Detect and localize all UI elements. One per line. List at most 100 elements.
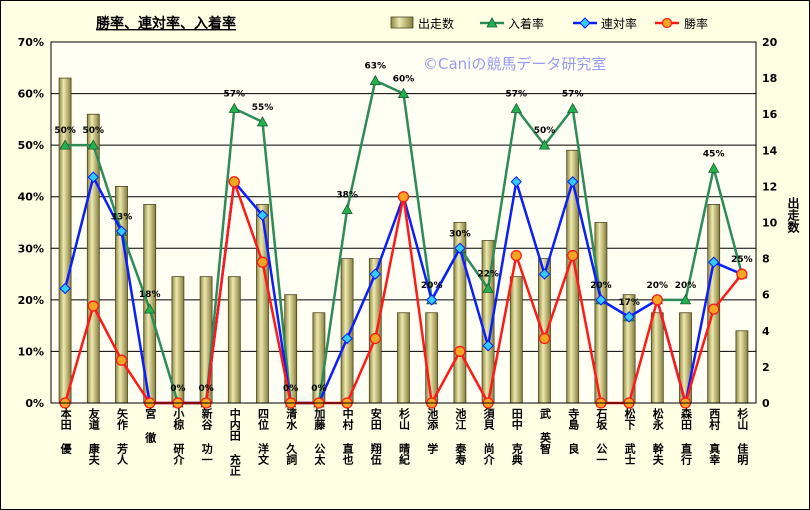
data-point-circle [369, 332, 381, 345]
data-point-triangle [482, 282, 494, 293]
y2-tick-label: 20 [762, 36, 778, 49]
data-label: 18% [139, 290, 161, 300]
data-label: 20% [647, 281, 669, 291]
x-tick-label: 中村 直也 [341, 408, 355, 465]
x-tick-label: 安田 翔伍 [369, 408, 383, 465]
legend-marker-diamond [579, 17, 591, 29]
x-tick-label: 友道 康夫 [87, 408, 101, 465]
x-tick-label: 新谷 功一 [200, 408, 214, 465]
y-tick-label: 20% [18, 294, 44, 307]
y2-tick-label: 12 [762, 180, 777, 193]
x-tick-label: 森田 直行 [679, 408, 693, 465]
data-point-triangle [341, 203, 353, 215]
data-point-triangle [256, 116, 269, 127]
data-point-diamond [595, 294, 607, 306]
x-tick-label: 武 英智 [538, 408, 552, 454]
y-tick-label: 30% [18, 242, 44, 255]
data-point-diamond [369, 268, 382, 280]
data-point-diamond [566, 176, 579, 188]
data-point-diamond [510, 176, 523, 188]
data-point-diamond [115, 225, 128, 237]
y2-tick-label: 10 [762, 217, 778, 230]
data-label: 38% [336, 191, 358, 201]
chart-title: 勝率、連対率、入着率 [96, 15, 236, 32]
x-tick-label: 松永 幹夫 [651, 408, 665, 465]
data-point-circle [510, 249, 522, 262]
x-tick-label: 松下 武士 [623, 408, 637, 465]
data-label: 57% [224, 90, 246, 100]
plot-group: 0% 10% 20% 30% 40% 50% 60% 70% 0 2 4 6 8 10 12 14 16 18 20… [18, 36, 778, 410]
data-point-circle [454, 345, 466, 358]
legend-marker-circle [661, 17, 673, 29]
data-point-triangle [708, 162, 720, 173]
data-point-circle [708, 303, 720, 315]
data-point-circle [538, 332, 551, 345]
x-tick-label: 石坂 公一 [594, 408, 608, 465]
data-point-circle [651, 294, 663, 306]
y2-tick-label: 2 [762, 361, 770, 374]
x-tick-label: 杉山 晴紀 [397, 408, 411, 465]
y-tick-label: 50% [18, 139, 44, 152]
legend-marker-triangle [486, 17, 498, 28]
data-point-diamond [341, 332, 353, 345]
data-point-triangle [510, 102, 522, 113]
x-tick-label: 小椋 研介 [171, 408, 185, 465]
bar [650, 312, 664, 404]
y2-tick-label: 8 [762, 253, 770, 266]
data-point-diamond [425, 294, 438, 306]
x-tick-label: 本田 優 [59, 408, 73, 454]
y-tick-label: 60% [18, 88, 44, 101]
x-tick-label: 田中 克典 [510, 408, 524, 465]
data-point-triangle [538, 139, 551, 150]
legend-swatch-runs [390, 16, 414, 29]
x-tick-label: 矢作 芳人 [115, 408, 129, 465]
x-tick-label: 中内田 充正 [228, 408, 242, 476]
data-label: 25% [731, 255, 753, 265]
data-point-diamond [256, 209, 269, 221]
data-point-circle [115, 354, 128, 366]
data-label: 45% [703, 149, 725, 159]
data-point-triangle [397, 87, 410, 98]
data-point-triangle [228, 102, 240, 113]
data-point-circle [228, 176, 240, 188]
data-point-triangle [59, 139, 71, 150]
data-label: 22% [477, 270, 499, 280]
data-point-diamond [623, 311, 635, 323]
data-point-diamond [707, 256, 720, 268]
bar [227, 276, 241, 404]
data-point-circle [736, 268, 748, 280]
data-point-triangle [679, 294, 692, 305]
data-point-diamond [87, 171, 100, 183]
bar [256, 204, 269, 404]
data-point-triangle [369, 74, 381, 86]
y2-tick-label: 14 [762, 144, 778, 157]
x-tick-label: 池添 学 [425, 408, 439, 454]
data-point-triangle [567, 102, 579, 113]
x-tick-label: 池江 泰寿 [453, 408, 467, 465]
plot-border [50, 41, 757, 404]
bar [425, 312, 439, 404]
data-point-diamond [59, 282, 71, 295]
y2-tick-label: 6 [762, 289, 770, 302]
data-point-diamond [538, 268, 551, 280]
data-point-circle [256, 256, 269, 268]
data-label: 20% [590, 281, 612, 291]
x-tick-label: 須貝 尚介 [482, 408, 496, 465]
y2-axis-title: 出走数 [786, 197, 800, 233]
x-tick-label: 杉山 佳明 [735, 408, 749, 465]
data-point-diamond [454, 242, 466, 254]
bar [368, 258, 382, 404]
data-label: 57% [506, 90, 528, 100]
y2-tick-label: 0 [762, 397, 770, 410]
data-label: 0% [198, 384, 213, 394]
data-label: 33% [111, 212, 133, 222]
y-tick-label: 40% [18, 191, 44, 204]
legend-label-win-rate: 勝率 [684, 16, 708, 31]
x-tick-label: 加藤 公太 [312, 408, 326, 465]
data-label: 0% [311, 384, 326, 394]
data-point-circle [87, 300, 99, 312]
data-label: 55% [252, 103, 274, 113]
data-point-triangle [144, 303, 156, 314]
